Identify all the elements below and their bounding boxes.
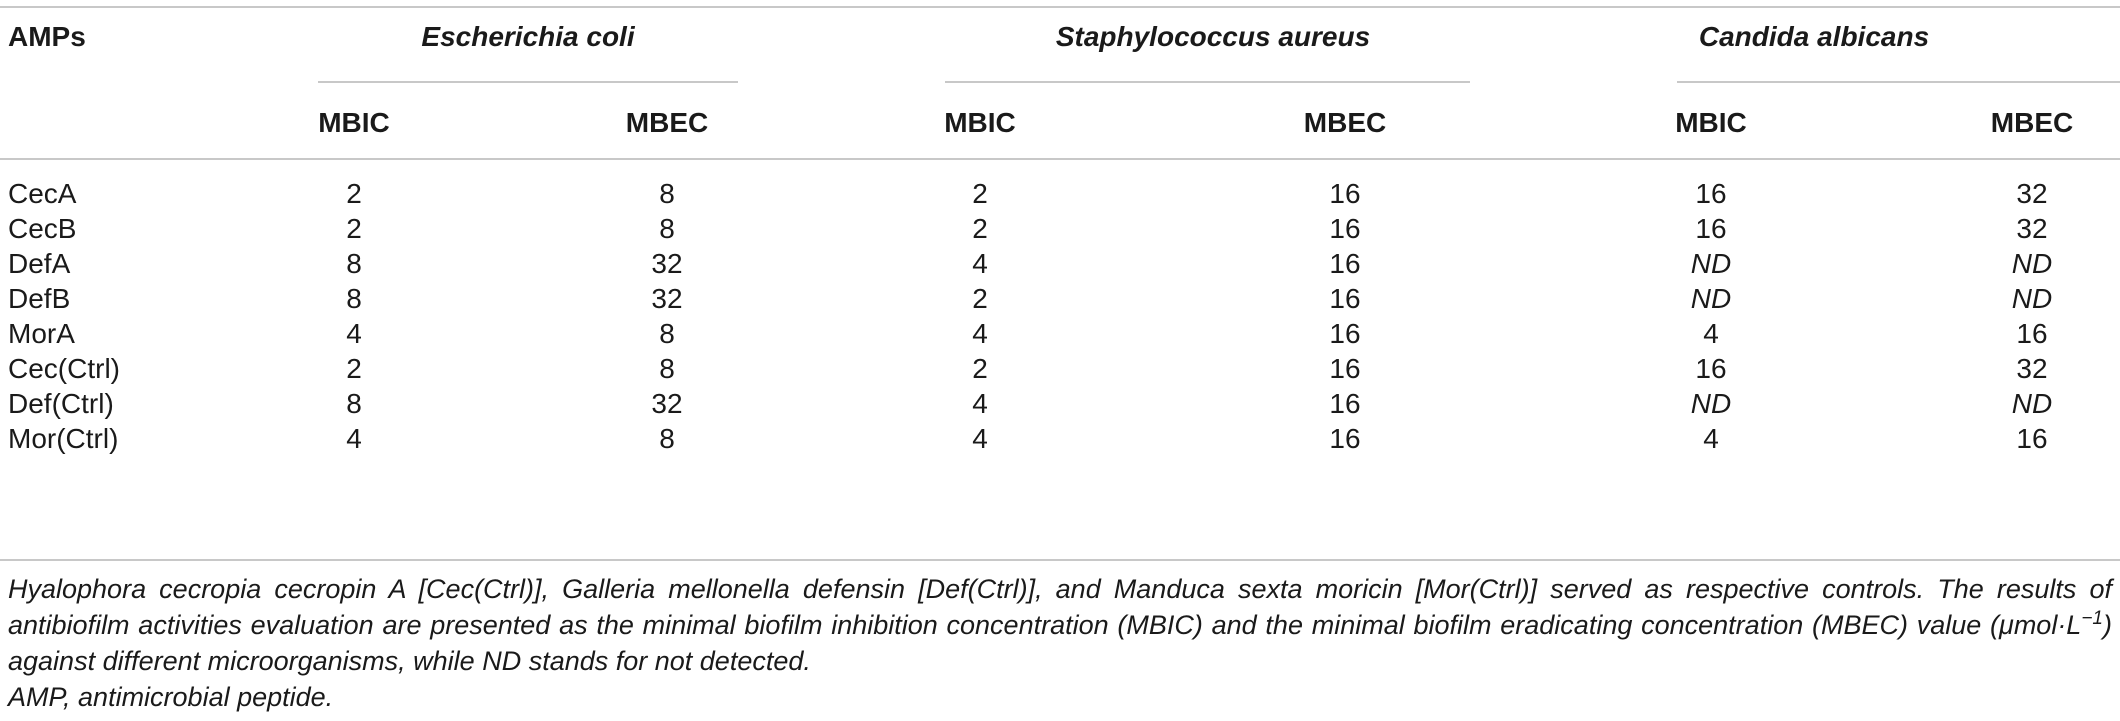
footnote-exponent: −1 (2081, 608, 2103, 629)
row-label: Cec(Ctrl) (8, 353, 120, 384)
table-cell: 8 (346, 248, 362, 279)
table-cell: 32 (651, 283, 683, 314)
table-cell: ND (1690, 283, 1732, 314)
table-cell: 4 (972, 388, 988, 419)
table-cell: 16 (1329, 213, 1361, 244)
subheader-mbec: MBEC (625, 107, 709, 138)
table-cell: 4 (1703, 318, 1719, 349)
table-cell: 32 (651, 388, 683, 419)
group-rule-escherichia-coli (318, 81, 738, 83)
table-cell: 16 (1695, 178, 1727, 209)
table-cell: 8 (346, 283, 362, 314)
group-rule-candida-albicans (1677, 81, 2120, 83)
table-cell: 16 (1695, 353, 1727, 384)
header-candida-albicans: Candida albicans (1698, 21, 1930, 52)
subheader-mbic: MBIC (318, 107, 390, 138)
footnote-tail: ) against different microorganisms, whil… (8, 610, 2112, 676)
subheader-mbec: MBEC (1303, 107, 1387, 138)
row-label: DefB (8, 283, 71, 314)
table-cell: 2 (972, 353, 988, 384)
table-cell: 4 (1703, 423, 1719, 454)
table-cell: 8 (659, 178, 675, 209)
table-cell: ND (1690, 388, 1732, 419)
table-cell: 32 (2016, 353, 2048, 384)
footnote-abbreviation: AMP, antimicrobial peptide. (8, 682, 334, 712)
table-cell: 16 (2016, 423, 2048, 454)
footnote-main: Hyalophora cecropia cecropin A [Cec(Ctrl… (8, 574, 2112, 640)
table-footnote: Hyalophora cecropia cecropin A [Cec(Ctrl… (8, 571, 2112, 715)
group-rule-staphylococcus-aureus (945, 81, 1470, 83)
subheader-mbic: MBIC (1675, 107, 1747, 138)
table-cell: 8 (659, 423, 675, 454)
table-cell: 4 (972, 318, 988, 349)
row-label: CecB (8, 213, 77, 244)
table-cell: 16 (1329, 248, 1361, 279)
table-cell: 16 (1329, 423, 1361, 454)
table-cell: 16 (1329, 318, 1361, 349)
row-label: CecA (8, 178, 77, 209)
table-cell: 2 (972, 178, 988, 209)
table-cell: 32 (651, 248, 683, 279)
table-cell: 4 (346, 423, 362, 454)
table-cell: 16 (1695, 213, 1727, 244)
subheader-mbec: MBEC (1990, 107, 2074, 138)
table-cell: ND (2011, 283, 2053, 314)
bottom-rule (0, 559, 2120, 561)
table-cell: 4 (346, 318, 362, 349)
table-cell: 32 (2016, 178, 2048, 209)
table-cell: 8 (659, 213, 675, 244)
subheader-mbic: MBIC (944, 107, 1016, 138)
table-cell: 16 (1329, 353, 1361, 384)
table-cell: 2 (346, 178, 362, 209)
table-cell: 4 (972, 248, 988, 279)
table-cell: 32 (2016, 213, 2048, 244)
table-cell: 16 (1329, 178, 1361, 209)
header-amps: AMPs (8, 21, 86, 52)
table-cell: 2 (972, 283, 988, 314)
header-escherichia-coli: Escherichia coli (421, 21, 635, 52)
header-staphylococcus-aureus: Staphylococcus aureus (1055, 21, 1371, 52)
table-cell: 16 (1329, 388, 1361, 419)
table-cell: 2 (346, 353, 362, 384)
row-label: Def(Ctrl) (8, 388, 114, 419)
header-bottom-rule (0, 158, 2120, 160)
table-cell: ND (2011, 388, 2053, 419)
row-label: MorA (8, 318, 75, 349)
table-cell: 2 (346, 213, 362, 244)
footnote-text: Hyalophora cecropia cecropin A [Cec(Ctrl… (8, 571, 2112, 679)
table-cell: 4 (972, 423, 988, 454)
table-cell: 2 (972, 213, 988, 244)
table-cell: ND (1690, 248, 1732, 279)
table-cell: 8 (346, 388, 362, 419)
table-cell: 8 (659, 353, 675, 384)
table-cell: 16 (2016, 318, 2048, 349)
table-cell: 8 (659, 318, 675, 349)
table-cell: ND (2011, 248, 2053, 279)
row-label: DefA (8, 248, 71, 279)
top-rule (0, 6, 2120, 8)
table-cell: 16 (1329, 283, 1361, 314)
row-label: Mor(Ctrl) (8, 423, 119, 454)
